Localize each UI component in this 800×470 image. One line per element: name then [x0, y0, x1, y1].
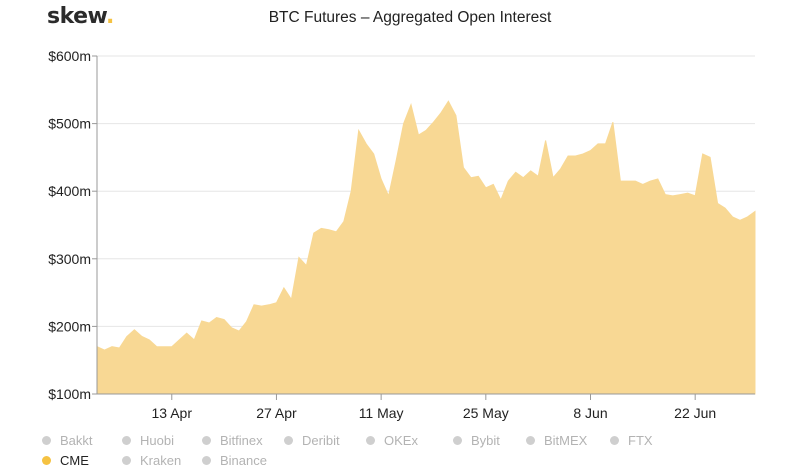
x-tick-label: 11 May [359, 405, 404, 421]
legend-label: Deribit [302, 432, 340, 448]
legend-dot [42, 435, 51, 445]
y-tick-label: $500m [48, 116, 91, 132]
legend-label: CME [60, 452, 89, 468]
legend-label: FTX [628, 432, 653, 448]
legend: Bakkt Huobi Bitfinex Deribit OKEx Bybit BitMEX… [42, 430, 782, 470]
legend-label: Huobi [140, 432, 174, 448]
skew-logo[interactable]: skew. [47, 4, 114, 29]
legend-dot [202, 435, 211, 445]
legend-item-kraken[interactable]: Kraken [122, 453, 202, 468]
legend-row: Bakkt Huobi Bitfinex Deribit OKEx Bybit BitMEX… [42, 430, 782, 450]
legend-item-bybit[interactable]: Bybit [453, 433, 526, 448]
y-tick-label: $400m [48, 183, 91, 199]
x-tick-label: 27 Apr [256, 405, 297, 421]
logo-dot: . [105, 4, 114, 29]
chart-axes: $100m $200m $300m $400m $500m $600m 13 Apr 27 A… [48, 48, 755, 421]
logo-text: skew [47, 4, 106, 29]
legend-dot [202, 455, 211, 465]
legend-dot [42, 455, 51, 465]
series-area-cme [96, 100, 756, 395]
legend-item-huobi[interactable]: Huobi [122, 433, 202, 448]
area-layer [96, 100, 756, 395]
x-tick-label: 8 Jun [573, 405, 607, 421]
legend-dot [526, 435, 535, 445]
open-interest-chart: $100m $200m $300m $400m $500m $600m 13 Apr 27 A… [48, 48, 756, 421]
legend-label: OKEx [384, 432, 418, 448]
legend-dot [122, 455, 131, 465]
y-tick-label: $600m [48, 48, 91, 64]
legend-label: Bitfinex [220, 432, 263, 448]
legend-label: Bakkt [60, 432, 93, 448]
x-tick-label: 13 Apr [152, 405, 193, 421]
legend-item-deribit[interactable]: Deribit [284, 433, 366, 448]
legend-dot [284, 435, 293, 445]
legend-item-binance[interactable]: Binance [202, 453, 284, 468]
y-tick-label: $100m [48, 386, 91, 402]
legend-item-bitfinex[interactable]: Bitfinex [202, 433, 284, 448]
legend-item-okex[interactable]: OKEx [366, 433, 453, 448]
legend-dot [366, 435, 375, 445]
legend-dot [453, 435, 462, 445]
legend-dot [122, 435, 131, 445]
y-tick-label: $200m [48, 318, 91, 334]
legend-label: Binance [220, 452, 267, 468]
legend-item-cme[interactable]: CME [42, 453, 122, 468]
legend-item-bitmex[interactable]: BitMEX [526, 433, 610, 448]
x-tick-label: 22 Jun [674, 405, 716, 421]
legend-item-bakkt[interactable]: Bakkt [42, 433, 122, 448]
x-tick-label: 25 May [463, 405, 509, 421]
legend-item-ftx[interactable]: FTX [610, 433, 680, 448]
legend-row: CME Kraken Binance [42, 450, 782, 470]
legend-label: Kraken [140, 452, 182, 468]
chart-title: BTC Futures – Aggregated Open Interest [268, 9, 552, 26]
legend-dot [610, 435, 619, 445]
legend-label: Bybit [471, 432, 500, 448]
legend-label: BitMEX [544, 432, 588, 448]
y-tick-label: $300m [48, 251, 91, 267]
